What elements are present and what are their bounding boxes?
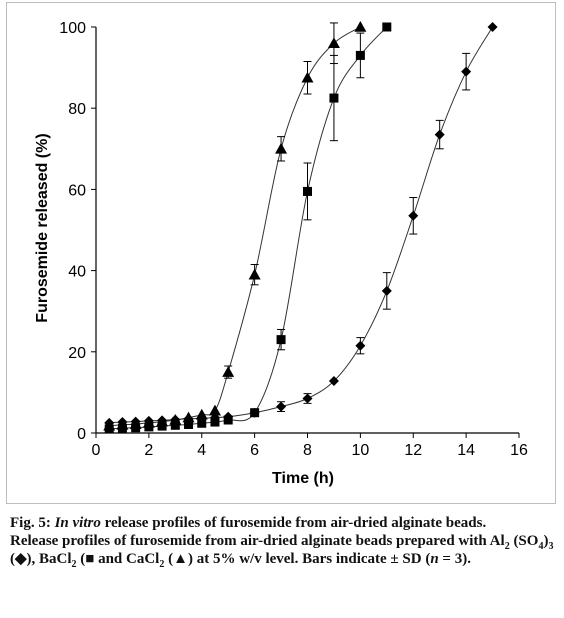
fitted-curve-triangle xyxy=(109,26,361,427)
triangle-marker xyxy=(222,366,235,377)
diamond-marker xyxy=(434,129,445,140)
square-marker xyxy=(210,417,220,427)
caption-title: Fig. 5: In vitro release profiles of fur… xyxy=(10,515,487,531)
x-axis-title: Time (h) xyxy=(272,470,334,487)
figure-caption: Fig. 5: In vitro release profiles of fur… xyxy=(10,514,554,570)
y-tick-label: 40 xyxy=(68,264,86,281)
square-marker xyxy=(170,420,180,430)
y-tick-label: 20 xyxy=(68,345,86,362)
square-marker xyxy=(355,50,365,60)
square-marker xyxy=(382,22,392,32)
triangle-marker xyxy=(169,414,182,425)
y-tick-label: 100 xyxy=(59,20,86,37)
triangle-marker xyxy=(327,37,340,49)
diamond-marker xyxy=(276,401,287,412)
square-marker xyxy=(276,335,286,345)
figure-frame: 0 2 4 6 8 10 12 14 16 0 20 40 60 80 100 Time (h) Furos… xyxy=(6,2,556,504)
diamond-marker xyxy=(487,22,498,32)
diamond-marker xyxy=(408,210,419,221)
y-tick-label: 80 xyxy=(68,101,86,118)
x-tick-label: 2 xyxy=(144,442,153,459)
x-tick-label: 16 xyxy=(510,442,528,459)
triangle-marker xyxy=(354,21,367,32)
error-bars xyxy=(224,22,471,412)
diamond-marker xyxy=(355,340,366,351)
triangle-marker xyxy=(182,411,195,423)
x-tick-label: 12 xyxy=(404,442,422,459)
data-markers xyxy=(103,21,498,434)
release-profile-chart: 0 2 4 6 8 10 12 14 16 0 20 40 60 80 100 Time (h) Furos… xyxy=(34,20,528,487)
x-tick-label: 4 xyxy=(197,442,206,459)
triangle-marker xyxy=(129,418,142,429)
triangle-marker xyxy=(275,142,288,154)
diamond-marker xyxy=(302,393,313,404)
diamond-marker xyxy=(381,285,392,296)
x-tick-label: 0 xyxy=(92,442,101,459)
y-tick-label: 0 xyxy=(77,426,86,443)
fitted-curves xyxy=(109,26,493,430)
x-tick-label: 10 xyxy=(351,442,369,459)
triangle-marker xyxy=(103,419,116,431)
triangle-marker xyxy=(142,416,155,428)
triangle-marker xyxy=(195,408,208,420)
x-tick-label: 14 xyxy=(457,442,475,459)
square-marker xyxy=(223,415,233,425)
triangle-marker xyxy=(208,404,221,416)
triangle-marker xyxy=(116,418,129,430)
triangle-marker xyxy=(248,268,261,280)
caption-description: Release profiles of furosemide from air-… xyxy=(10,533,554,570)
square-marker xyxy=(303,186,312,196)
square-marker xyxy=(250,408,260,418)
diamond-marker xyxy=(461,66,472,77)
diamond-marker xyxy=(328,376,339,387)
square-marker xyxy=(329,93,339,103)
square-marker xyxy=(184,419,194,429)
y-tick-label: 60 xyxy=(68,182,86,199)
y-axis-title: Furosemide released (%) xyxy=(34,133,51,322)
axes: 0 2 4 6 8 10 12 14 16 0 20 40 60 80 100 xyxy=(59,20,528,459)
triangle-marker xyxy=(301,71,314,83)
square-marker xyxy=(197,418,207,428)
triangle-marker xyxy=(156,415,169,427)
x-tick-label: 8 xyxy=(303,442,312,459)
x-tick-label: 6 xyxy=(250,442,259,459)
